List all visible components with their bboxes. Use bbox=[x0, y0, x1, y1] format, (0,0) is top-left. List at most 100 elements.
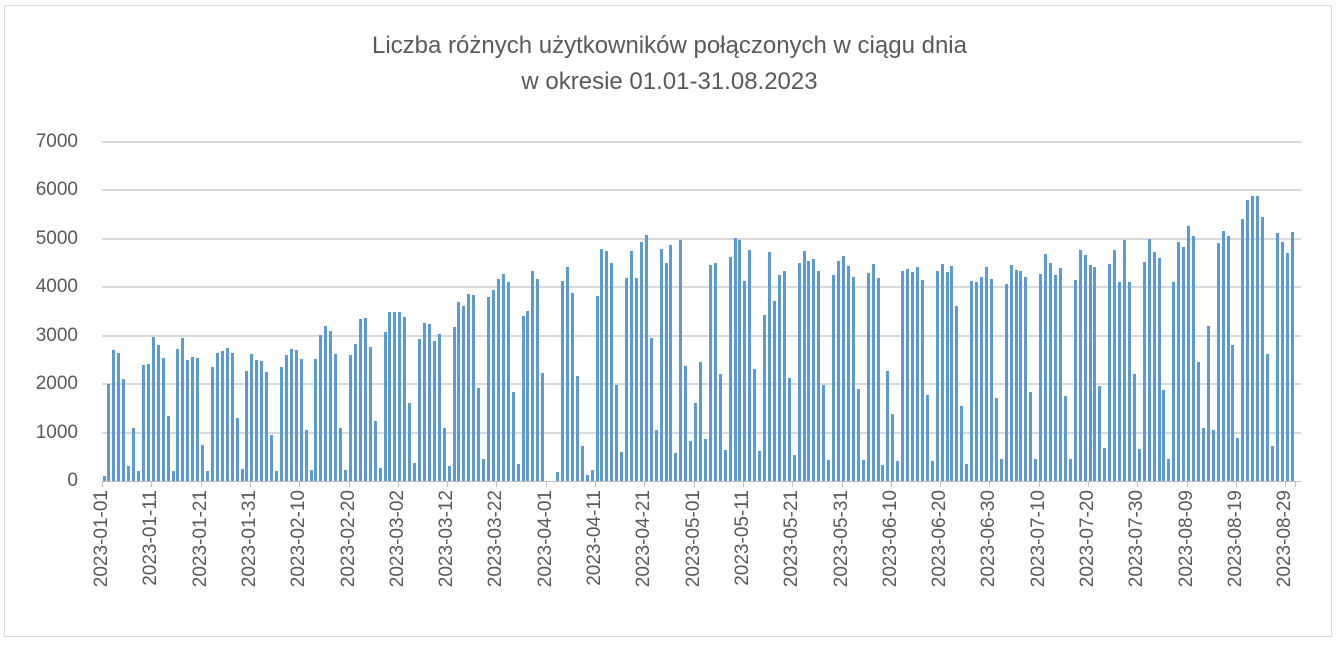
data-bar bbox=[1039, 273, 1043, 481]
data-bar bbox=[107, 384, 111, 481]
data-bar bbox=[999, 458, 1003, 481]
x-axis-tick-label: 2023-04-21 bbox=[633, 490, 655, 588]
data-bar bbox=[630, 251, 633, 481]
data-bar bbox=[782, 270, 786, 481]
data-bar bbox=[265, 372, 269, 481]
data-bar bbox=[1290, 231, 1294, 481]
data-bar bbox=[388, 312, 392, 481]
data-bar bbox=[807, 261, 811, 481]
data-bar bbox=[418, 339, 422, 481]
data-bar bbox=[1226, 235, 1230, 481]
x-axis-tick-label: 2023-07-20 bbox=[1077, 490, 1098, 588]
data-bar bbox=[1275, 232, 1279, 481]
data-bar bbox=[674, 452, 678, 481]
data-bar bbox=[240, 469, 244, 481]
x-axis-tick-label: 2023-06-10 bbox=[879, 490, 901, 588]
x-axis-tick bbox=[792, 481, 794, 487]
data-bar bbox=[1251, 196, 1255, 481]
data-bar bbox=[1216, 242, 1220, 481]
x-axis-tick-label: 2023-02-10 bbox=[288, 490, 310, 588]
data-bar bbox=[329, 330, 333, 481]
data-bar bbox=[1280, 242, 1284, 481]
data-bar bbox=[1049, 262, 1053, 481]
data-bar bbox=[1256, 196, 1260, 481]
y-axis-tick-label: 6000 bbox=[35, 179, 78, 201]
x-axis-tick bbox=[1285, 481, 1287, 487]
x-axis-tick bbox=[1088, 481, 1089, 487]
x-axis-tick-label: 2023-06-20 bbox=[929, 490, 951, 588]
data-bar bbox=[1014, 270, 1018, 481]
data-bar bbox=[117, 352, 121, 481]
x-axis-tick-label: 2023-06-30 bbox=[978, 490, 1000, 588]
data-bar bbox=[279, 367, 283, 481]
data-bar bbox=[881, 464, 885, 481]
data-bar bbox=[1024, 277, 1028, 481]
data-bar bbox=[679, 239, 683, 481]
data-bar bbox=[408, 403, 412, 481]
data-bar bbox=[472, 294, 476, 481]
x-axis-tick bbox=[397, 481, 399, 487]
data-bar bbox=[270, 434, 274, 481]
data-bar bbox=[1029, 392, 1033, 481]
data-bar bbox=[531, 270, 535, 481]
gridline bbox=[102, 141, 1301, 143]
x-axis-tick bbox=[545, 481, 547, 487]
data-bar bbox=[166, 415, 170, 481]
data-bar bbox=[289, 349, 293, 481]
x-axis-tick bbox=[940, 481, 942, 487]
data-bar bbox=[1221, 230, 1225, 481]
data-bar bbox=[1034, 458, 1038, 481]
data-bar bbox=[1187, 226, 1191, 481]
data-bar bbox=[713, 262, 717, 481]
data-bar bbox=[615, 385, 619, 481]
x-axis-tick bbox=[299, 481, 301, 487]
data-bar bbox=[728, 257, 732, 481]
data-bar bbox=[965, 464, 969, 481]
x-axis-tick-label: 2023-04-11 bbox=[584, 490, 605, 586]
data-bar bbox=[822, 384, 826, 481]
data-bar bbox=[743, 280, 747, 481]
data-bar bbox=[516, 463, 520, 481]
data-bar bbox=[994, 397, 998, 481]
data-bar bbox=[349, 355, 352, 481]
data-bar bbox=[171, 471, 175, 481]
data-bar bbox=[901, 271, 905, 481]
data-bar bbox=[1206, 326, 1210, 481]
data-bar bbox=[1182, 246, 1186, 481]
data-bar bbox=[358, 319, 362, 481]
data-bar bbox=[1108, 264, 1112, 481]
data-bar bbox=[763, 314, 767, 481]
data-bar bbox=[496, 278, 500, 481]
data-bar bbox=[689, 441, 693, 481]
data-bar bbox=[915, 266, 919, 481]
x-axis-tick bbox=[841, 481, 843, 487]
data-bar bbox=[225, 348, 229, 481]
data-bar bbox=[1113, 249, 1117, 481]
y-axis-tick-label: 1000 bbox=[35, 421, 78, 443]
x-axis-tick-label: 2023-05-01 bbox=[682, 490, 704, 588]
data-bar bbox=[1004, 284, 1008, 481]
data-bar bbox=[1167, 458, 1171, 481]
data-bar bbox=[620, 451, 624, 481]
y-axis-tick-label: 5000 bbox=[35, 227, 78, 249]
data-bar bbox=[837, 260, 841, 481]
data-bar bbox=[787, 378, 791, 481]
data-bar bbox=[768, 251, 772, 481]
data-bar bbox=[339, 427, 343, 481]
data-bar bbox=[570, 292, 574, 481]
x-axis-tick-label: 2023-01-21 bbox=[189, 490, 211, 588]
data-bar bbox=[1068, 458, 1072, 481]
data-bar bbox=[940, 264, 944, 481]
data-bar bbox=[777, 275, 781, 481]
data-bar bbox=[703, 438, 707, 481]
data-bar bbox=[708, 265, 712, 481]
data-bar bbox=[457, 301, 461, 481]
data-bar bbox=[659, 248, 663, 481]
data-bar bbox=[437, 334, 441, 481]
data-bar bbox=[186, 359, 190, 481]
data-bar bbox=[299, 358, 303, 481]
x-axis-tick bbox=[693, 481, 695, 487]
data-bar bbox=[447, 465, 451, 481]
gridline bbox=[102, 334, 1301, 337]
data-bar bbox=[718, 373, 722, 481]
